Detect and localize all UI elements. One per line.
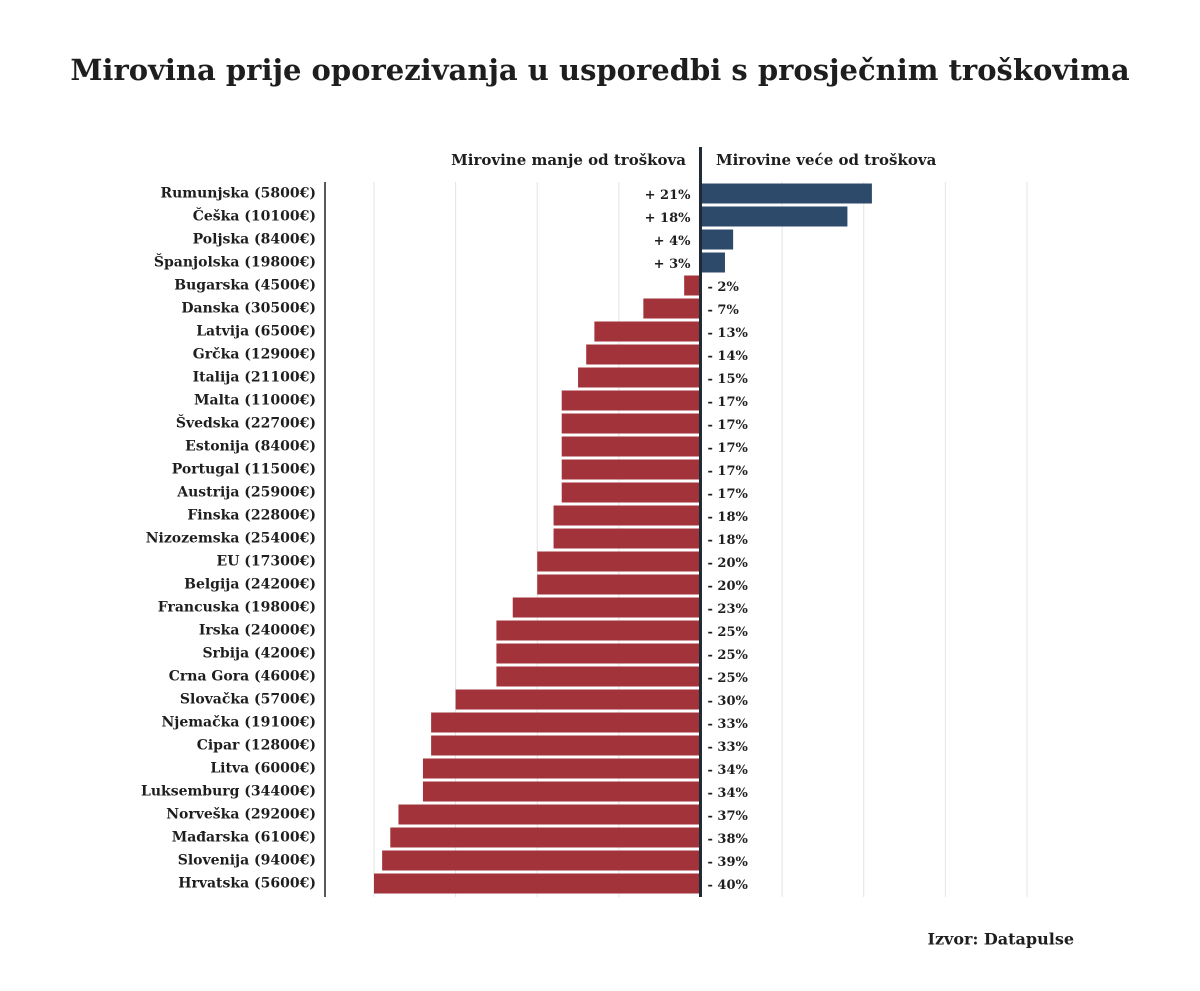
bar (537, 551, 701, 572)
value-label: - 37% (707, 809, 748, 824)
category-label: Francuska (19800€) (158, 600, 316, 616)
bar (422, 758, 701, 779)
value-label: - 17% (707, 418, 748, 433)
bar (496, 620, 701, 641)
value-label: - 33% (707, 717, 748, 732)
category-label: Belgija (24200€) (184, 577, 316, 593)
category-label: Finska (22800€) (187, 508, 316, 524)
value-label: - 7% (707, 303, 739, 318)
category-label: Španjolska (19800€) (154, 253, 316, 271)
value-label: - 25% (707, 648, 748, 663)
value-label: + 3% (654, 257, 691, 272)
bar (537, 574, 701, 595)
value-label: - 18% (707, 510, 748, 525)
bar (700, 206, 848, 227)
bar (643, 298, 701, 319)
category-label: Slovenija (9400€) (178, 853, 316, 869)
value-label: - 17% (707, 395, 748, 410)
chart-title: Mirovina prije oporezivanja u usporedbi … (70, 53, 1130, 87)
category-label: Cipar (12800€) (197, 738, 316, 754)
bar (700, 183, 872, 204)
value-label: - 38% (707, 832, 748, 847)
value-label: - 13% (707, 326, 748, 341)
bar (561, 413, 701, 434)
negative-heading: Mirovine manje od troškova (451, 151, 686, 169)
category-label: Švedska (22700€) (176, 414, 316, 432)
category-label: Malta (11000€) (194, 393, 316, 409)
bar (431, 712, 701, 733)
bar (561, 482, 701, 503)
value-label: - 18% (707, 533, 748, 548)
value-label: - 20% (707, 579, 748, 594)
category-label: Grčka (12900€) (193, 347, 316, 363)
category-label: Danska (30500€) (181, 301, 316, 317)
value-label: - 39% (707, 855, 748, 870)
category-label: Estonija (8400€) (185, 439, 316, 455)
category-label: Mađarska (6100€) (172, 830, 316, 846)
category-label: Bugarska (4500€) (174, 278, 316, 294)
category-label: Crna Gora (4600€) (169, 669, 316, 685)
value-label: - 33% (707, 740, 748, 755)
value-label: - 17% (707, 487, 748, 502)
value-label: - 2% (707, 280, 739, 295)
category-label: Hrvatska (5600€) (178, 876, 316, 892)
bar (594, 321, 701, 342)
category-label: Nizozemska (25400€) (146, 531, 316, 547)
category-label: Irska (24000€) (199, 623, 316, 639)
bar (553, 528, 701, 549)
positive-heading: Mirovine veće od troškova (716, 151, 937, 169)
bar (431, 735, 701, 756)
category-label: Litva (6000€) (210, 761, 316, 777)
value-label: - 17% (707, 441, 748, 456)
category-label: Rumunjska (5800€) (160, 186, 316, 202)
bar (561, 390, 701, 411)
category-label: Slovačka (5700€) (180, 692, 316, 708)
value-label: + 18% (645, 211, 692, 226)
bar (373, 873, 701, 894)
category-label: Portugal (11500€) (172, 462, 316, 478)
category-label: Latvija (6500€) (196, 324, 316, 340)
value-label: - 34% (707, 763, 748, 778)
bar (390, 827, 701, 848)
category-label: Norveška (29200€) (166, 807, 316, 823)
source: Izvor: Datapulse (927, 930, 1074, 949)
value-label: - 25% (707, 625, 748, 640)
bar (382, 850, 701, 871)
bar (553, 505, 701, 526)
value-label: - 20% (707, 556, 748, 571)
value-label: - 15% (707, 372, 748, 387)
bar (700, 229, 734, 250)
bar (512, 597, 701, 618)
value-label: - 40% (707, 878, 748, 893)
category-label: Njemačka (19100€) (161, 715, 316, 731)
bar (561, 459, 701, 480)
category-label: Poljska (8400€) (193, 232, 316, 248)
bar (455, 689, 701, 710)
bar (496, 643, 701, 664)
category-label: Luksemburg (34400€) (141, 784, 316, 800)
category-label: Austrija (25900€) (176, 485, 316, 501)
value-label: + 21% (645, 188, 692, 203)
bar (700, 252, 725, 273)
bar (578, 367, 701, 388)
bar (398, 804, 701, 825)
value-label: + 4% (654, 234, 691, 249)
category-label: Italija (21100€) (193, 370, 316, 386)
value-label: - 17% (707, 464, 748, 479)
category-label: EU (17300€) (217, 554, 316, 570)
value-label: - 25% (707, 671, 748, 686)
bar (422, 781, 701, 802)
value-label: - 14% (707, 349, 748, 364)
bar (561, 436, 701, 457)
bar (586, 344, 701, 365)
category-label: Češka (10100€) (193, 207, 316, 225)
value-label: - 30% (707, 694, 748, 709)
bar (496, 666, 701, 687)
value-label: - 23% (707, 602, 748, 617)
bar (684, 275, 701, 296)
value-label: - 34% (707, 786, 748, 801)
category-label: Srbija (4200€) (202, 646, 316, 662)
